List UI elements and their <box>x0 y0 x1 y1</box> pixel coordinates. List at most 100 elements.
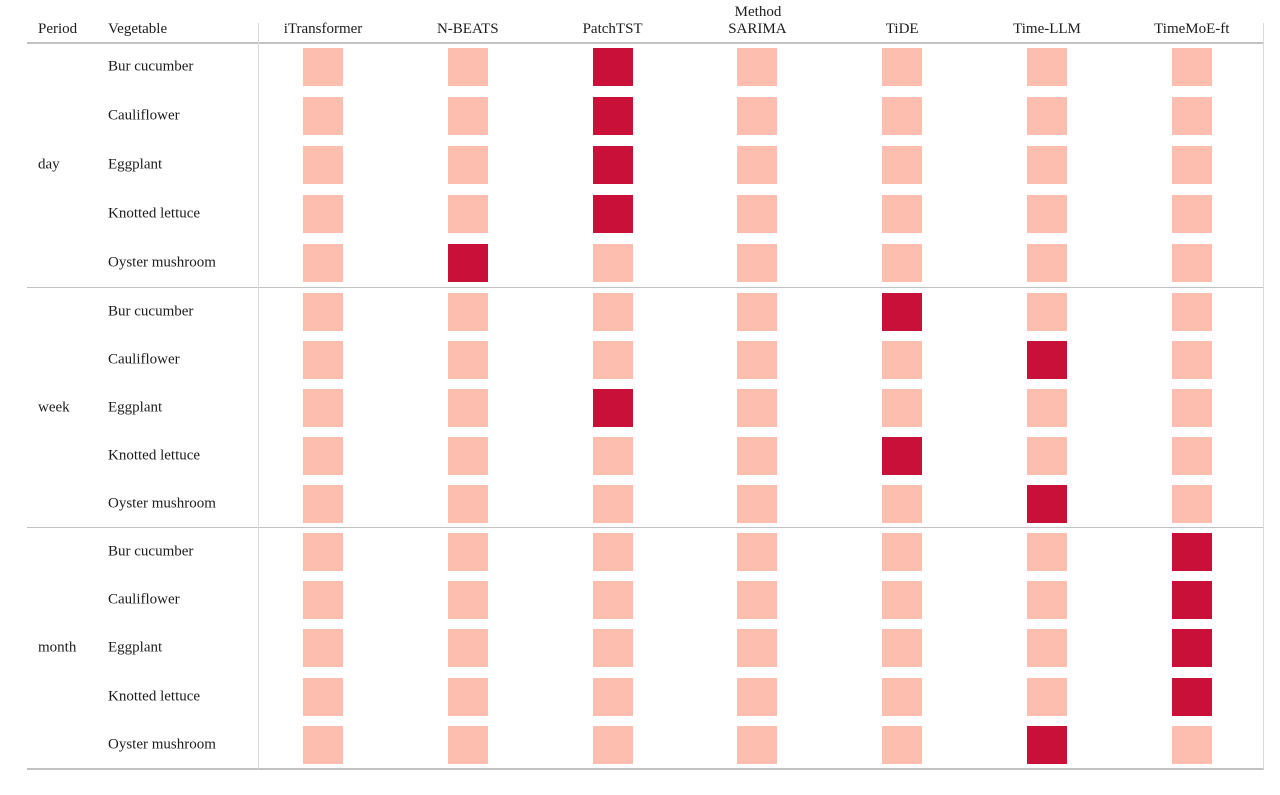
heatmap-cell <box>1171 292 1212 331</box>
method-header-time-llm: Time-LLM <box>1013 21 1081 37</box>
heatmap-cell-highlight <box>592 146 633 185</box>
vegetable-label: Oyster mushroom <box>108 495 216 511</box>
heatmap-cell <box>303 484 343 523</box>
heatmap-cell <box>303 340 343 379</box>
heatmap-cell-highlight <box>1171 580 1212 619</box>
heatmap-cell <box>737 580 778 619</box>
heatmap-cell <box>737 97 778 136</box>
heatmap-cell <box>592 629 633 668</box>
heatmap-cell <box>1171 436 1212 475</box>
header-rule <box>27 42 1264 44</box>
heatmap-cell <box>303 195 343 234</box>
heatmap-cell <box>737 436 778 475</box>
vegetable-label: Knotted lettuce <box>108 205 201 222</box>
vegetable-label: Cauliflower <box>108 351 180 367</box>
heatmap-cell-highlight <box>882 436 923 475</box>
heatmap-cell <box>303 436 343 475</box>
vegetable-label: Oyster mushroom <box>108 254 216 271</box>
right-border <box>1263 23 1264 769</box>
heatmap-cell <box>1027 292 1067 331</box>
bottom-rule <box>27 768 1264 770</box>
method-axis-title: Method <box>734 4 782 20</box>
heatmap-cell <box>303 580 343 619</box>
heatmap-cell-highlight <box>592 388 633 427</box>
heatmap-cell <box>882 244 923 283</box>
heatmap-cell <box>303 292 343 331</box>
heatmap-cell <box>737 677 778 716</box>
heatmap-cell <box>882 580 923 619</box>
heatmap-cell <box>1171 195 1212 234</box>
vegetable-label: Knotted lettuce <box>108 688 201 705</box>
heatmap-cell <box>882 725 923 764</box>
heatmap-cell <box>737 244 778 283</box>
heatmap-cell <box>882 677 923 716</box>
heatmap-cell <box>303 532 343 571</box>
heatmap-cell <box>1171 388 1212 427</box>
heatmap-cell <box>592 580 633 619</box>
method-header-tide: TiDE <box>885 21 919 37</box>
heatmap-cell <box>882 195 923 234</box>
heatmap-cell <box>1027 388 1067 427</box>
heatmap-cell <box>447 629 488 668</box>
column-header-vegetable: Vegetable <box>108 21 168 37</box>
heatmap-cell <box>303 677 343 716</box>
heatmap-cell <box>1027 48 1067 87</box>
vegetable-label: Eggplant <box>108 156 163 173</box>
heatmap-cell <box>447 532 488 571</box>
heatmap-cell <box>737 388 778 427</box>
heatmap-cell <box>447 580 488 619</box>
vegetable-label: Eggplant <box>108 639 163 656</box>
heatmap-cell <box>447 388 488 427</box>
heatmap-cell <box>1171 48 1212 87</box>
heatmap-cell <box>447 436 488 475</box>
method-header-timemoe-ft: TimeMoE-ft <box>1154 21 1230 37</box>
heatmap-cell <box>1027 244 1067 283</box>
heatmap-cell-highlight <box>1171 677 1212 716</box>
heatmap-cell <box>592 532 633 571</box>
heatmap-cell <box>1027 195 1067 234</box>
heatmap-cell <box>882 340 923 379</box>
heatmap-cell <box>1027 436 1067 475</box>
heatmap-cell <box>882 629 923 668</box>
heatmap-cell <box>882 532 923 571</box>
heatmap-cell-highlight <box>1027 340 1067 379</box>
heatmap-cell-highlight <box>592 195 633 234</box>
heatmap-cell <box>737 292 778 331</box>
heatmap-cell <box>592 436 633 475</box>
heatmap-cell <box>882 146 923 185</box>
heatmap-cell <box>447 146 488 185</box>
heatmap-cell <box>592 244 633 283</box>
vegetable-label: Bur cucumber <box>108 58 194 75</box>
heatmap-cell <box>303 629 343 668</box>
heatmap-cell-highlight <box>882 292 923 331</box>
heatmap-cell <box>882 48 923 87</box>
heatmap-cell <box>303 244 343 283</box>
heatmap-cell <box>447 725 488 764</box>
heatmap-cell-highlight <box>592 97 633 136</box>
day-week-separator <box>27 286 1264 288</box>
method-header-patchtst: PatchTST <box>582 21 643 37</box>
period-label-day: day <box>38 156 60 173</box>
vegetable-label: Cauliflower <box>108 591 180 608</box>
period-label-week: week <box>38 399 70 415</box>
heatmap-cell <box>592 677 633 716</box>
heatmap-cell <box>737 532 778 571</box>
heatmap-cell <box>1027 532 1067 571</box>
heatmap-cell <box>1171 725 1212 764</box>
method-header-n-beats: N-BEATS <box>436 21 499 37</box>
heatmap-cell <box>1027 146 1067 185</box>
heatmap-cell <box>737 146 778 185</box>
heatmap-cell <box>1171 97 1212 136</box>
heatmap-cell <box>737 484 778 523</box>
heatmap-cell <box>882 97 923 136</box>
heatmap-cell <box>303 48 343 87</box>
week-month-separator <box>27 526 1264 528</box>
vegetable-label: Bur cucumber <box>108 303 194 319</box>
label-grid-divider <box>258 23 259 769</box>
heatmap-cell <box>592 484 633 523</box>
column-header-period: Period <box>38 21 78 37</box>
vegetable-label: Oyster mushroom <box>108 736 216 753</box>
heatmap-cell <box>1027 97 1067 136</box>
heatmap-cell <box>303 146 343 185</box>
method-header-itransformer: iTransformer <box>283 21 363 37</box>
